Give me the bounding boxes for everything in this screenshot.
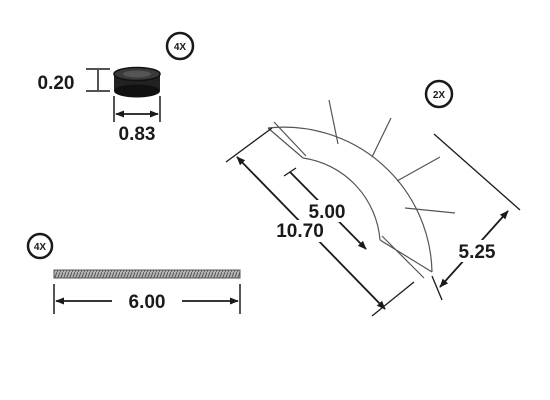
- rod-quantity-badge: 4X: [26, 232, 54, 260]
- puck-height-label: 0.20: [38, 73, 75, 94]
- rod-part: 4X 6.00: [26, 232, 241, 314]
- arc-body: [267, 99, 456, 279]
- puck-diameter-dimension: 0.83: [113, 96, 161, 145]
- arc-inner-radius-label: 5.00: [309, 202, 346, 223]
- rod-quantity-label: 4X: [34, 242, 47, 253]
- puck-quantity-badge: 4X: [165, 31, 195, 61]
- rod-body: [53, 269, 241, 279]
- arc-width-dimension: 5.25: [431, 133, 521, 301]
- puck-body: [113, 66, 161, 98]
- rod-length-dimension: 6.00: [53, 284, 241, 314]
- puck-height-dimension: 0.20: [38, 68, 110, 94]
- puck-diameter-label: 0.83: [119, 124, 156, 145]
- arc-outer-radius-dimension: 10.70: [225, 127, 415, 317]
- puck-part: 4X 0.20 0.83: [38, 31, 195, 145]
- rod-length-label: 6.00: [129, 292, 166, 313]
- arc-quantity-label: 2X: [433, 90, 446, 101]
- arc-quantity-badge: 2X: [424, 79, 454, 109]
- puck-quantity-label: 4X: [174, 42, 187, 53]
- arc-part: 2X 5.00 10.70: [225, 79, 521, 317]
- arc-width-label: 5.25: [459, 242, 496, 263]
- arc-outer-radius-label: 10.70: [276, 221, 324, 242]
